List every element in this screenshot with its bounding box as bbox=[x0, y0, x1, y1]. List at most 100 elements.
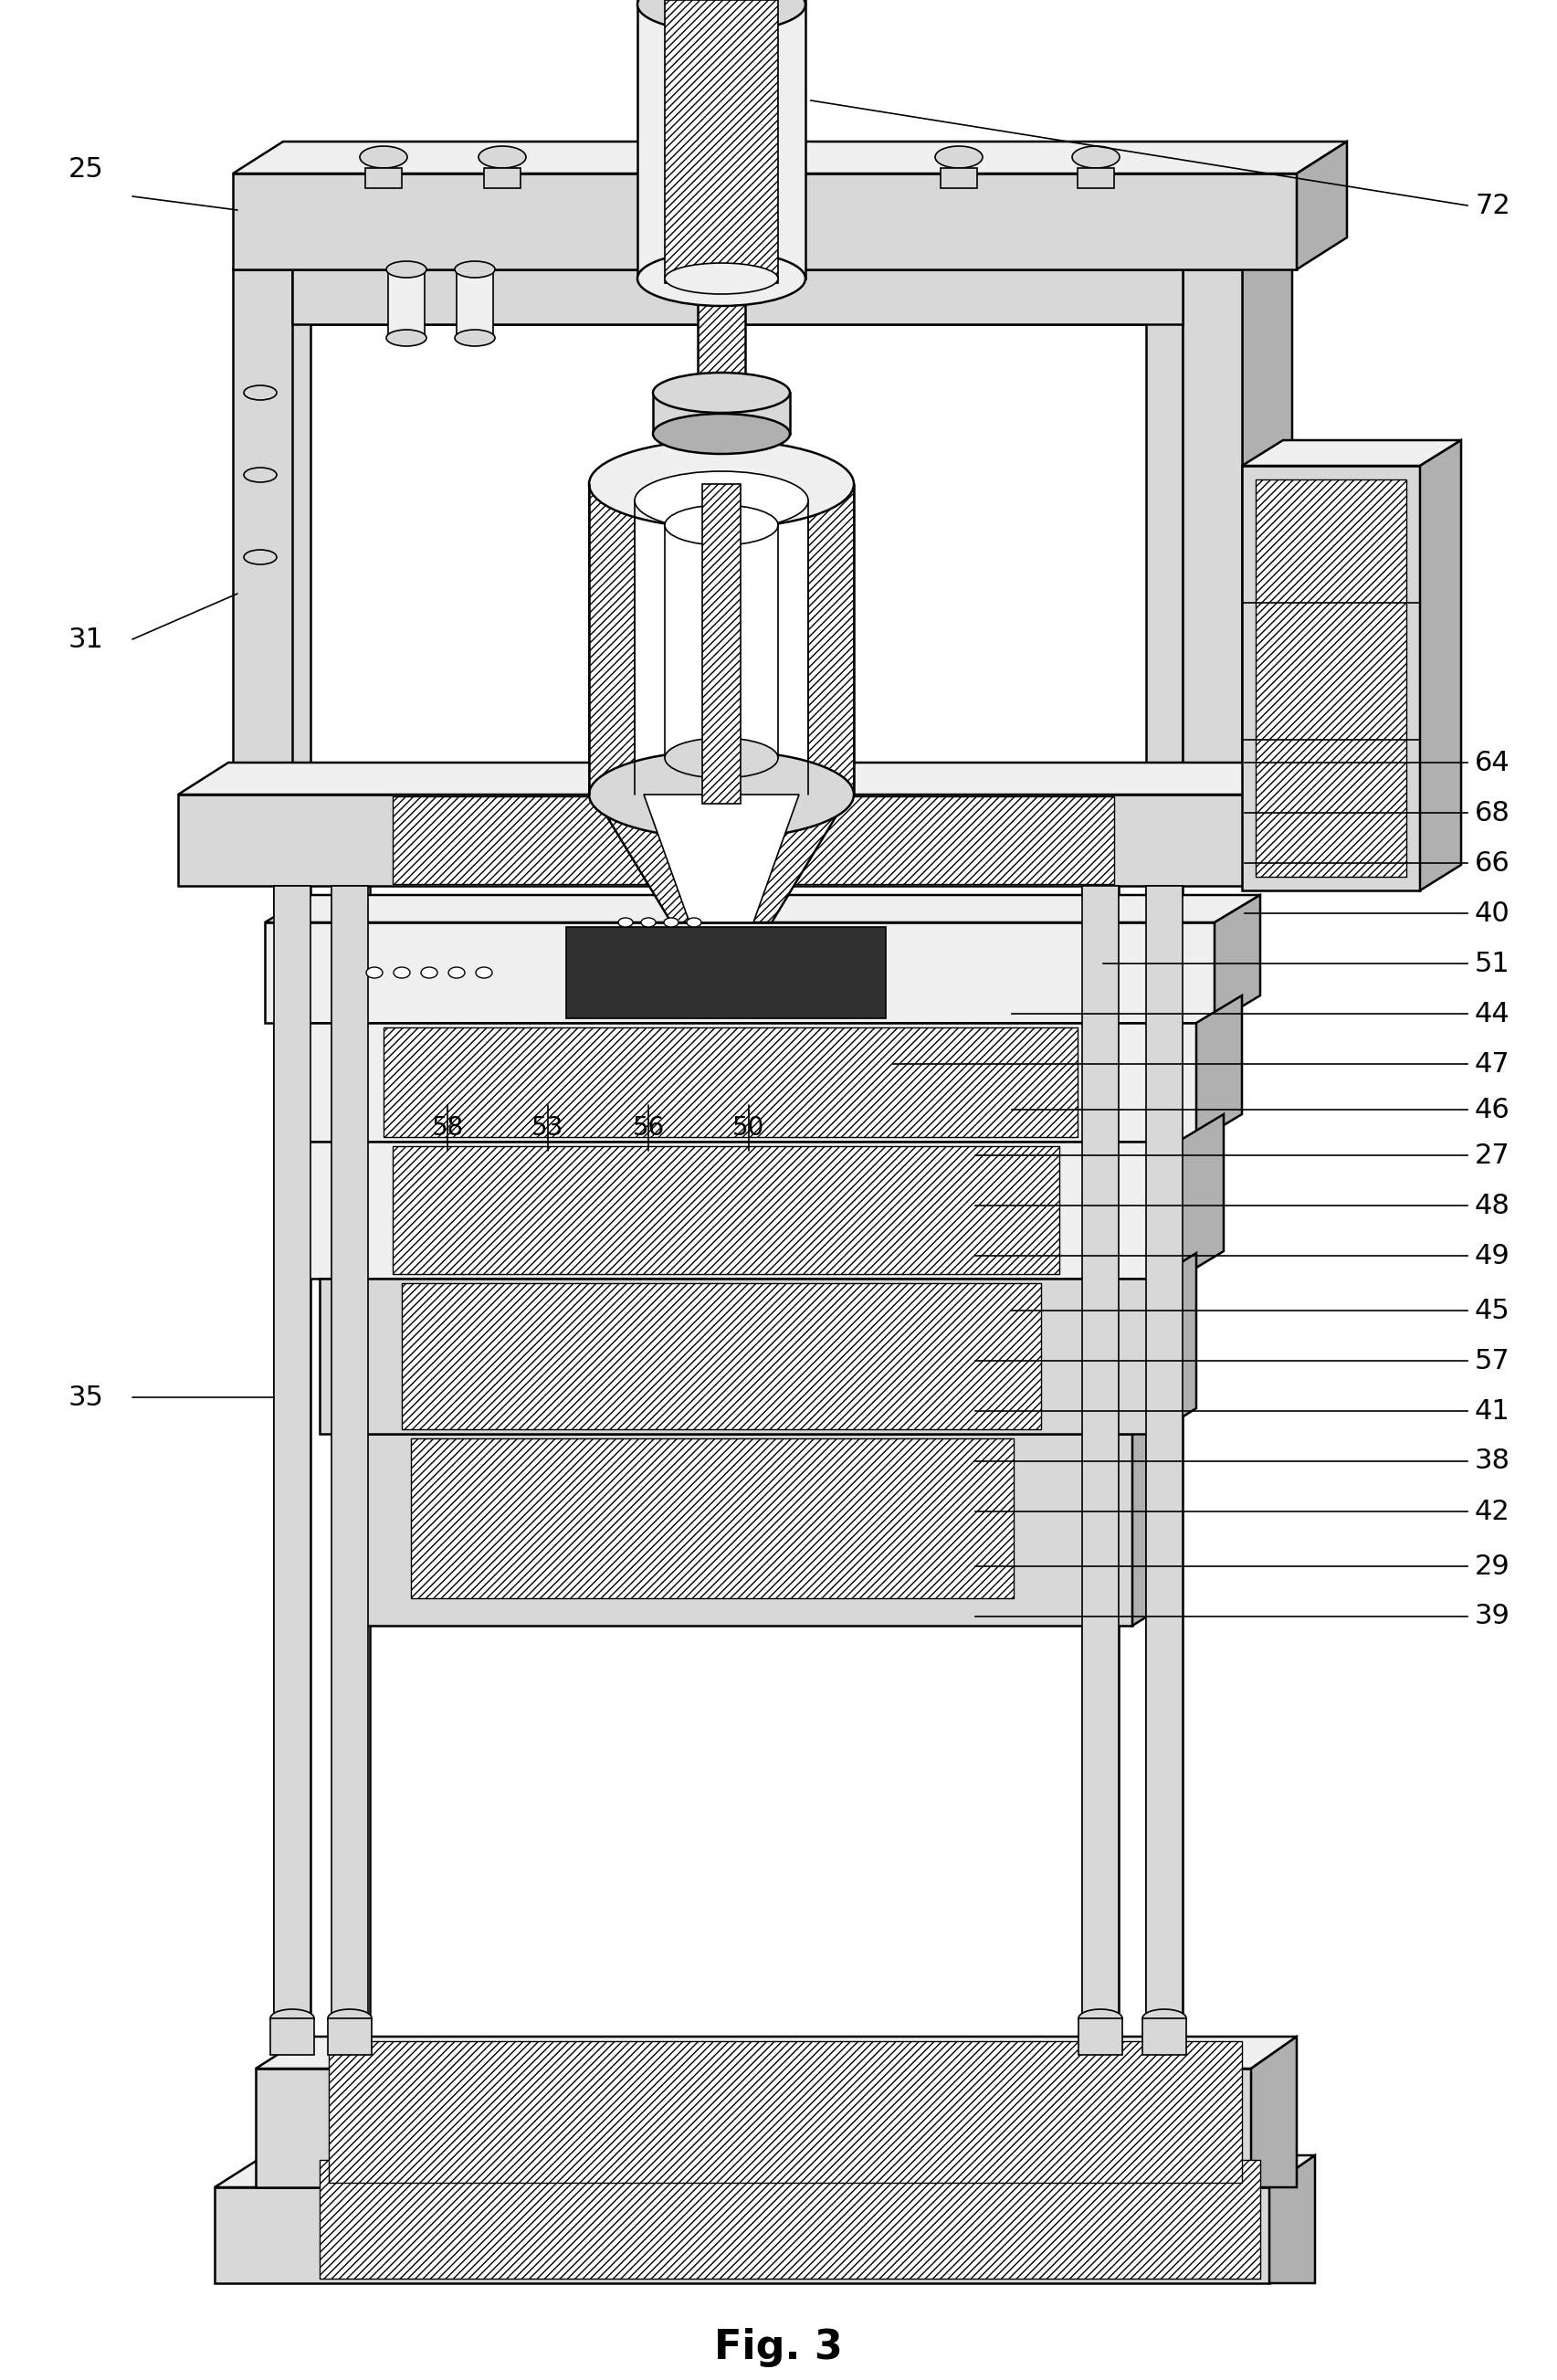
Polygon shape bbox=[234, 269, 293, 876]
Text: 27: 27 bbox=[1474, 1142, 1510, 1169]
Polygon shape bbox=[643, 795, 799, 923]
Ellipse shape bbox=[271, 2009, 315, 2028]
Polygon shape bbox=[329, 2042, 1242, 2182]
Polygon shape bbox=[383, 1028, 1077, 1138]
Polygon shape bbox=[1269, 2156, 1316, 2282]
Text: 47: 47 bbox=[1474, 1050, 1510, 1078]
Ellipse shape bbox=[448, 966, 466, 978]
Polygon shape bbox=[255, 2037, 1297, 2068]
Ellipse shape bbox=[589, 750, 853, 838]
Polygon shape bbox=[402, 1283, 1042, 1430]
Polygon shape bbox=[234, 174, 1297, 269]
Polygon shape bbox=[1146, 885, 1183, 2037]
Polygon shape bbox=[302, 1142, 1179, 1278]
Ellipse shape bbox=[1079, 2009, 1123, 2028]
Ellipse shape bbox=[589, 440, 853, 528]
Polygon shape bbox=[1242, 440, 1460, 466]
Polygon shape bbox=[456, 269, 494, 338]
Polygon shape bbox=[1146, 264, 1183, 2037]
Polygon shape bbox=[1082, 233, 1118, 2018]
Polygon shape bbox=[177, 762, 1384, 795]
Polygon shape bbox=[265, 895, 1260, 923]
Ellipse shape bbox=[665, 505, 778, 545]
Ellipse shape bbox=[652, 414, 789, 455]
Polygon shape bbox=[1179, 1114, 1224, 1278]
Text: 66: 66 bbox=[1474, 850, 1510, 876]
Polygon shape bbox=[1214, 895, 1260, 1023]
Text: 40: 40 bbox=[1474, 900, 1510, 926]
Ellipse shape bbox=[1073, 145, 1119, 169]
Polygon shape bbox=[388, 269, 425, 338]
Polygon shape bbox=[1077, 169, 1115, 188]
Polygon shape bbox=[234, 238, 1292, 269]
Polygon shape bbox=[484, 169, 520, 188]
Polygon shape bbox=[271, 2018, 315, 2054]
Text: 46: 46 bbox=[1474, 1097, 1510, 1123]
Polygon shape bbox=[333, 233, 371, 2018]
Polygon shape bbox=[567, 926, 886, 1019]
Polygon shape bbox=[274, 264, 310, 2037]
Polygon shape bbox=[1333, 762, 1384, 885]
Polygon shape bbox=[637, 0, 805, 278]
Text: 39: 39 bbox=[1474, 1604, 1510, 1630]
Ellipse shape bbox=[687, 919, 701, 926]
Text: Fig. 3: Fig. 3 bbox=[713, 2328, 842, 2366]
Polygon shape bbox=[234, 140, 1347, 174]
Text: 38: 38 bbox=[1474, 1447, 1510, 1476]
Polygon shape bbox=[283, 1023, 1196, 1142]
Polygon shape bbox=[411, 1438, 1014, 1599]
Polygon shape bbox=[1183, 269, 1242, 876]
Ellipse shape bbox=[478, 145, 526, 169]
Ellipse shape bbox=[476, 966, 492, 978]
Polygon shape bbox=[593, 795, 849, 923]
Polygon shape bbox=[1196, 995, 1242, 1142]
Text: 25: 25 bbox=[69, 155, 104, 183]
Text: 57: 57 bbox=[1474, 1347, 1510, 1373]
Polygon shape bbox=[215, 2156, 1316, 2187]
Polygon shape bbox=[940, 169, 978, 188]
Polygon shape bbox=[319, 1278, 1155, 1433]
Ellipse shape bbox=[455, 331, 495, 345]
Ellipse shape bbox=[386, 262, 427, 278]
Ellipse shape bbox=[641, 919, 655, 926]
Text: 56: 56 bbox=[632, 1116, 665, 1140]
Text: 42: 42 bbox=[1474, 1499, 1510, 1526]
Polygon shape bbox=[1143, 2018, 1186, 2054]
Polygon shape bbox=[274, 885, 310, 2037]
Text: 58: 58 bbox=[431, 1116, 464, 1140]
Text: 41: 41 bbox=[1474, 1397, 1510, 1423]
Ellipse shape bbox=[244, 550, 277, 564]
Polygon shape bbox=[1252, 2037, 1297, 2187]
Polygon shape bbox=[366, 169, 402, 188]
Ellipse shape bbox=[386, 331, 427, 345]
Polygon shape bbox=[392, 797, 1115, 883]
Ellipse shape bbox=[244, 386, 277, 400]
Polygon shape bbox=[1132, 1409, 1174, 1626]
Text: 72: 72 bbox=[1474, 193, 1510, 219]
Polygon shape bbox=[392, 1147, 1059, 1273]
Ellipse shape bbox=[637, 252, 805, 307]
Text: 45: 45 bbox=[1474, 1297, 1510, 1323]
Polygon shape bbox=[1255, 478, 1406, 876]
Ellipse shape bbox=[329, 2009, 372, 2028]
Text: 49: 49 bbox=[1474, 1242, 1510, 1269]
Polygon shape bbox=[215, 2187, 1269, 2282]
Polygon shape bbox=[1079, 2018, 1123, 2054]
Polygon shape bbox=[265, 923, 1214, 1023]
Polygon shape bbox=[1242, 238, 1292, 876]
Ellipse shape bbox=[366, 966, 383, 978]
Polygon shape bbox=[808, 483, 853, 795]
Text: 51: 51 bbox=[1474, 950, 1510, 976]
Ellipse shape bbox=[1143, 2009, 1186, 2028]
Polygon shape bbox=[319, 2161, 1260, 2278]
Polygon shape bbox=[255, 2068, 1252, 2187]
Polygon shape bbox=[1155, 1252, 1196, 1433]
Polygon shape bbox=[293, 821, 1183, 876]
Polygon shape bbox=[652, 393, 789, 433]
Polygon shape bbox=[1242, 466, 1420, 890]
Ellipse shape bbox=[665, 264, 778, 295]
Polygon shape bbox=[1420, 440, 1460, 890]
Polygon shape bbox=[293, 324, 1183, 821]
Polygon shape bbox=[329, 2018, 372, 2054]
Polygon shape bbox=[177, 795, 1333, 885]
